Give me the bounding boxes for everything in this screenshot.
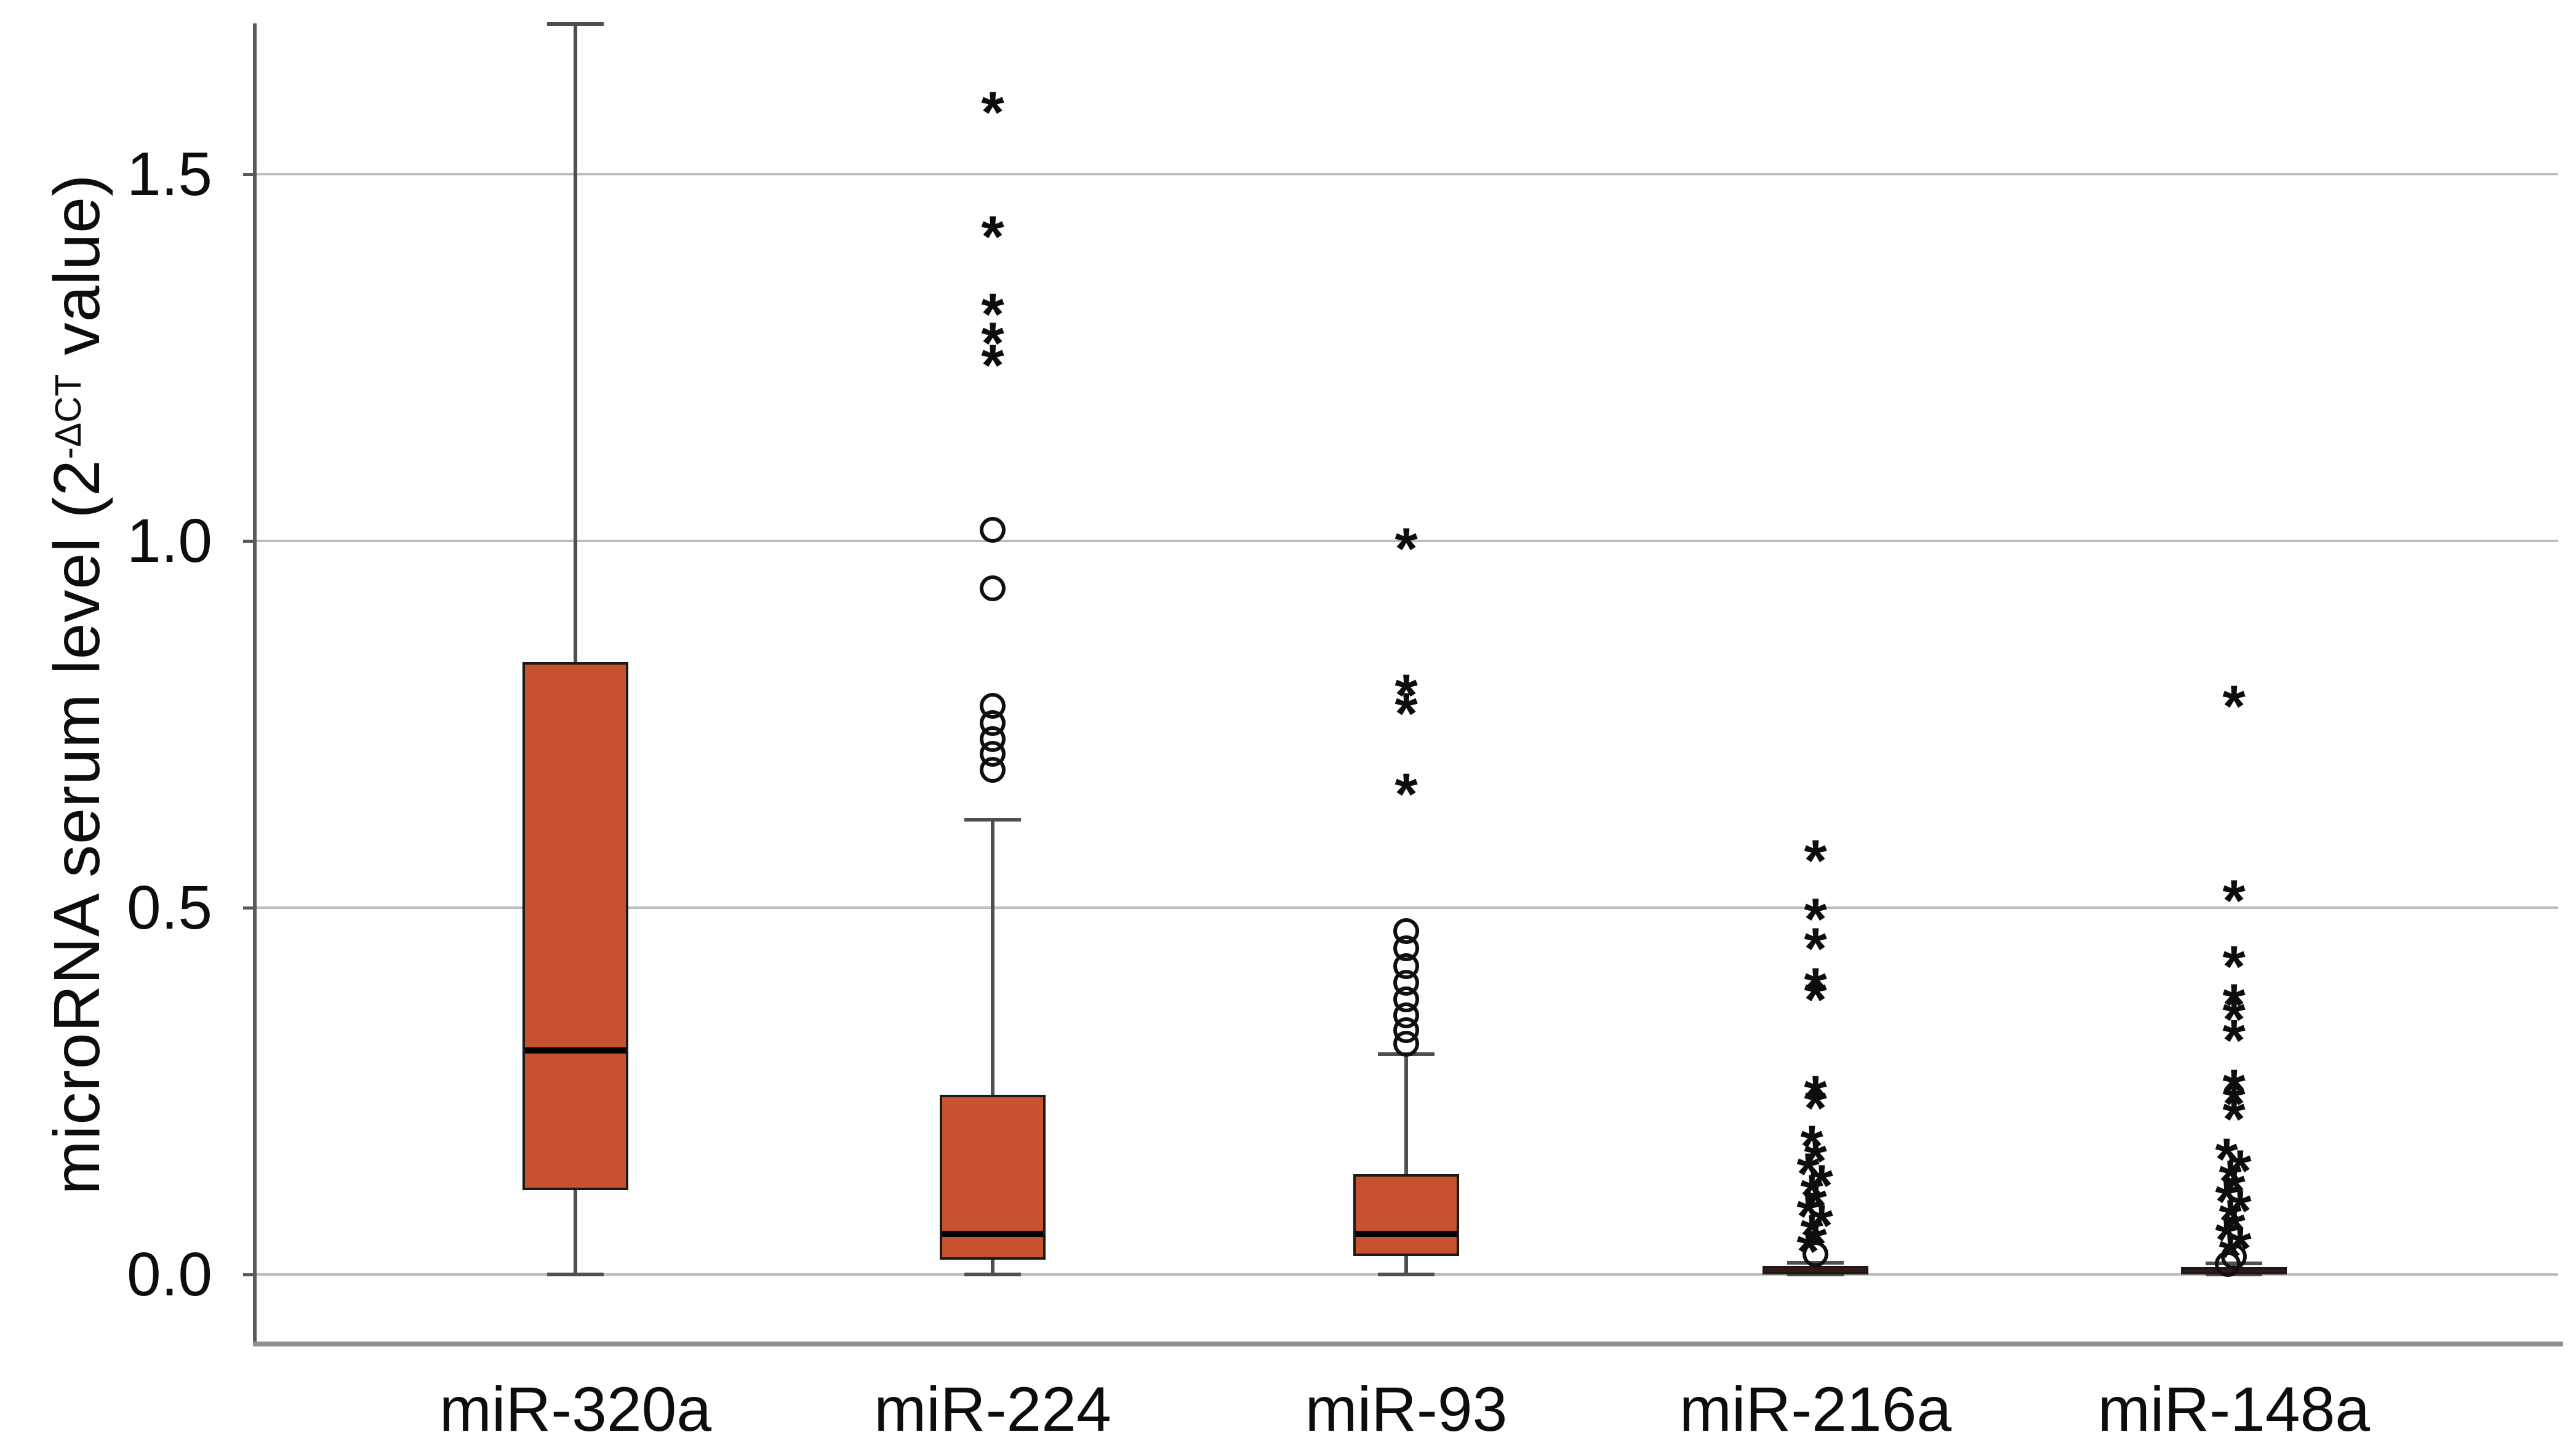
outlier-asterisk: * [1804,828,1827,894]
outlier-asterisk: * [2215,1169,2238,1235]
outlier-asterisk: * [2222,1007,2246,1074]
outlier-asterisk: * [981,281,1004,348]
whisker-line [991,820,994,1274]
outlier-asterisk: * [1804,956,1827,1022]
outlier-circle [2215,1251,2241,1277]
outlier-asterisk: * [2222,1158,2246,1225]
y-tick-label: 1.0 [126,506,212,575]
x-category-label: miR-320a [439,1374,712,1444]
outlier-asterisk: * [2228,1215,2252,1282]
outlier-circle [980,517,1006,543]
gridline [257,540,2558,542]
whisker-line [574,24,577,1274]
outlier-asterisk: * [2222,1071,2246,1137]
outlier-asterisk: * [1804,886,1827,953]
box [1763,1266,1868,1274]
whisker-cap [964,818,1021,822]
outlier-asterisk: * [981,332,1004,399]
outlier-asterisk: * [1800,1113,1823,1180]
gridline [257,173,2558,175]
outlier-asterisk: * [1810,1193,1833,1259]
whisker-cap [1787,1273,1844,1276]
whisker-cap [547,22,604,26]
y-axis-line [253,23,257,1346]
y-tick [243,540,257,543]
median-line [525,1047,626,1054]
box [1353,1174,1459,1256]
outlier-asterisk: * [1804,1211,1827,1278]
outlier-circle [1803,1241,1828,1267]
outlier-asterisk: * [2215,1126,2238,1193]
whisker-cap [964,1273,1021,1276]
outlier-asterisk: * [1804,1075,1827,1142]
whisker-cap [547,1273,604,1276]
gridline [257,906,2558,909]
box [522,662,628,1190]
outlier-asterisk: * [2222,673,2246,740]
outlier-circle [980,757,1006,783]
outlier-asterisk: * [1804,1063,1827,1130]
median-line [942,1231,1043,1237]
outlier-asterisk: * [1804,967,1827,1033]
outlier-asterisk: * [2222,934,2246,1000]
whisker-line [1404,1054,1408,1274]
x-category-label: miR-224 [874,1374,1111,1444]
x-category-label: miR-93 [1305,1374,1508,1444]
outlier-asterisk: * [1804,1128,1827,1194]
outlier-asterisk: * [1804,1173,1827,1239]
outlier-asterisk: * [1796,1218,1820,1285]
outlier-asterisk: * [2222,1057,2246,1124]
outlier-asterisk: * [2219,1223,2242,1290]
outlier-asterisk: * [1804,916,1827,982]
outlier-asterisk: * [1395,761,1418,828]
y-tick-label: 1.5 [126,140,212,209]
outlier-asterisk: * [2215,1207,2238,1273]
y-tick [243,1273,257,1276]
outlier-asterisk: * [1395,662,1418,729]
x-category-label: miR-216a [1679,1374,1952,1444]
outlier-asterisk: * [981,310,1004,377]
outlier-asterisk: * [1800,1202,1823,1269]
outlier-asterisk: * [2219,1148,2242,1215]
outlier-asterisk: * [2222,972,2246,1038]
outlier-asterisk: * [1810,1153,1833,1219]
outlier-circle [980,575,1006,601]
outlier-asterisk: * [2222,868,2246,934]
outlier-asterisk: * [1800,1162,1823,1229]
outlier-asterisk: * [1395,516,1418,582]
x-category-label: miR-148a [2097,1374,2371,1444]
outlier-asterisk: * [2222,1086,2246,1153]
outlier-asterisk: * [1796,1141,1820,1207]
y-tick [243,906,257,910]
outlier-asterisk: * [1796,1183,1820,1250]
outlier-asterisk: * [2228,1178,2252,1244]
outlier-circle [1393,1031,1419,1057]
outlier-asterisk: * [2222,1197,2246,1263]
outlier-asterisk: * [1395,681,1418,747]
outlier-asterisk: * [981,79,1004,146]
x-axis-line [253,1342,2563,1346]
outlier-asterisk: * [2222,986,2246,1053]
outlier-asterisk: * [981,204,1004,270]
whisker-cap [1378,1273,1435,1276]
y-tick-label: 0.0 [126,1240,212,1309]
outlier-asterisk: * [2219,1188,2242,1254]
median-line [1356,1231,1457,1237]
y-tick [243,173,257,176]
outlier-asterisk: * [2228,1138,2252,1204]
y-tick-label: 0.5 [126,873,212,942]
